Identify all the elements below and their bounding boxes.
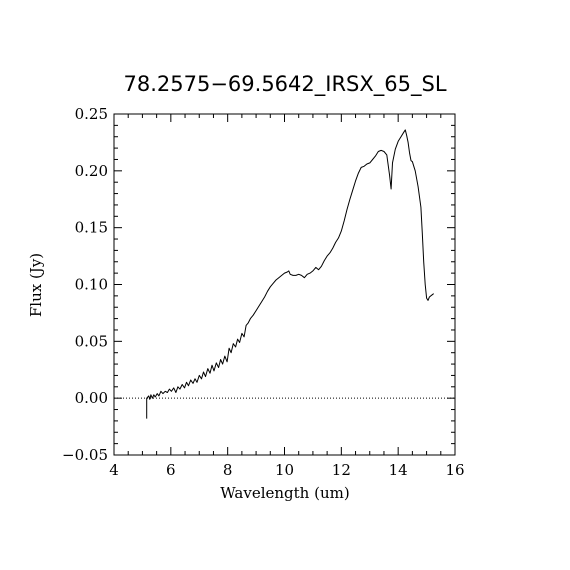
y-tick-label: 0.05 [75, 332, 108, 350]
chart-title: 78.2575−69.5642_IRSX_65_SL [123, 72, 446, 97]
y-tick-label: 0.25 [75, 105, 108, 123]
x-tick-label: 4 [109, 461, 119, 479]
plot-area [114, 129, 455, 419]
y-tick-label: 0.00 [75, 389, 108, 407]
axis-ticks: 4 6 8 10 12 14 16 −0.05 0.00 0.05 0.10 0.15 0.20 0.25 [62, 105, 465, 479]
series-line-0 [146, 129, 435, 419]
x-tick-label: 14 [389, 461, 408, 479]
y-tick-label: 0.20 [75, 162, 108, 180]
x-tick-label: 12 [332, 461, 351, 479]
x-tick-label: 10 [275, 461, 294, 479]
y-tick-label: 0.10 [75, 276, 108, 294]
x-axis-label: Wavelength (um) [220, 484, 349, 502]
y-tick-label: 0.15 [75, 219, 108, 237]
y-axis-label: Flux (Jy) [27, 253, 45, 317]
x-tick-label: 16 [445, 461, 464, 479]
x-tick-label: 8 [223, 461, 233, 479]
y-tick-label: −0.05 [62, 446, 108, 464]
x-tick-label: 6 [166, 461, 176, 479]
